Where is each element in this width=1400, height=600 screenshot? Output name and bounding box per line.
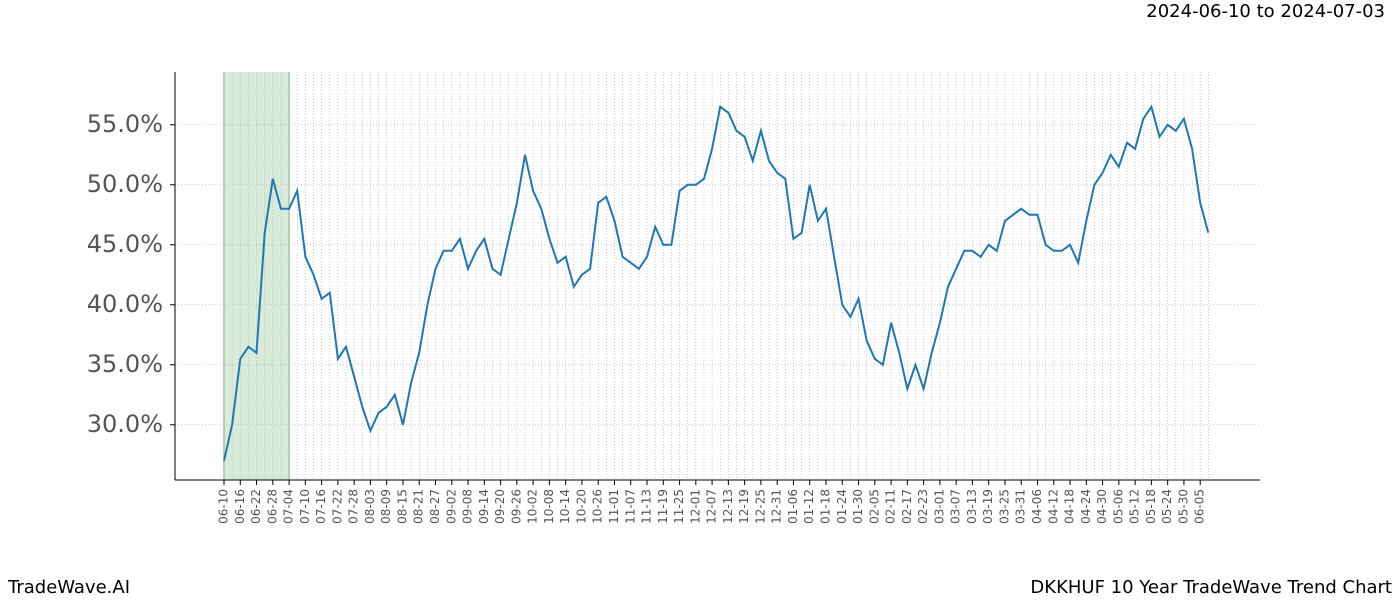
x-tick-label: 12-07	[705, 489, 719, 524]
x-tick-label: 01-24	[835, 489, 849, 524]
y-tick-label: 50.0%	[87, 170, 163, 198]
x-tick-label: 12-25	[753, 489, 767, 524]
x-tick-label: 04-06	[1030, 489, 1044, 524]
x-tick-label: 09-08	[461, 489, 475, 524]
x-tick-label: 02-05	[867, 489, 881, 524]
x-tick-label: 03-13	[965, 489, 979, 524]
x-tick-label: 10-08	[542, 489, 556, 524]
chart-title: DKKHUF 10 Year TradeWave Trend Chart	[1030, 577, 1392, 598]
x-tick-label: 06-28	[265, 489, 279, 524]
y-tick-label: 55.0%	[87, 110, 163, 138]
x-tick-label: 08-09	[379, 489, 393, 524]
x-tick-label: 07-10	[298, 489, 312, 524]
x-tick-label: 10-20	[574, 489, 588, 524]
x-tick-label: 01-30	[851, 489, 865, 524]
x-tick-label: 04-12	[1046, 489, 1060, 524]
x-tick-label: 05-24	[1160, 489, 1174, 524]
x-tick-label: 04-24	[1079, 489, 1093, 524]
x-tick-label: 01-18	[818, 489, 832, 524]
x-tick-label: 03-19	[981, 489, 995, 524]
x-tick-label: 12-19	[737, 489, 751, 524]
x-tick-label: 07-16	[314, 489, 328, 524]
x-tick-label: 10-14	[558, 489, 572, 524]
x-tick-label: 11-13	[640, 489, 654, 524]
x-tick-label: 06-16	[233, 489, 247, 524]
x-tick-label: 03-31	[1014, 489, 1028, 524]
x-tick-label: 08-21	[412, 489, 426, 524]
x-tick-label: 03-01	[932, 489, 946, 524]
x-tick-label: 12-01	[688, 489, 702, 524]
x-tick-label: 05-30	[1176, 489, 1190, 524]
brand: TradeWave.AI	[7, 577, 130, 598]
x-tick-label: 10-26	[591, 489, 605, 524]
x-tick-label: 01-12	[802, 489, 816, 524]
x-tick-label: 11-19	[656, 489, 670, 524]
x-tick-label: 10-02	[526, 489, 540, 524]
x-tick-label: 11-25	[672, 489, 686, 524]
x-tick-label: 02-17	[900, 489, 914, 524]
x-tick-label: 06-22	[249, 489, 263, 524]
x-tick-label: 05-06	[1111, 489, 1125, 524]
x-tick-label: 07-04	[282, 489, 296, 524]
y-tick-label: 45.0%	[87, 230, 163, 258]
x-tick-label: 09-14	[477, 489, 491, 524]
x-tick-label: 03-25	[997, 489, 1011, 524]
x-tick-label: 08-03	[363, 489, 377, 524]
y-tick-label: 35.0%	[87, 350, 163, 378]
x-tick-label: 12-13	[721, 489, 735, 524]
x-tick-label: 08-27	[428, 489, 442, 524]
x-tick-label: 11-01	[607, 489, 621, 524]
x-tick-label: 09-02	[444, 489, 458, 524]
x-tick-label: 07-28	[347, 489, 361, 524]
x-tick-label: 03-07	[949, 489, 963, 524]
x-tick-label: 04-18	[1063, 489, 1077, 524]
x-tick-label: 06-10	[217, 489, 231, 524]
x-tick-label: 01-06	[786, 489, 800, 524]
x-tick-label: 08-15	[395, 489, 409, 524]
x-tick-label: 09-26	[509, 489, 523, 524]
y-tick-label: 30.0%	[87, 410, 163, 438]
x-tick-label: 12-31	[770, 489, 784, 524]
x-tick-label: 05-12	[1128, 489, 1142, 524]
x-tick-label: 09-20	[493, 489, 507, 524]
y-tick-label: 40.0%	[87, 290, 163, 318]
x-tick-label: 02-11	[884, 489, 898, 524]
x-tick-label: 07-22	[330, 489, 344, 524]
x-tick-label: 06-05	[1193, 489, 1207, 524]
x-tick-label: 04-30	[1095, 489, 1109, 524]
date-range: 2024-06-10 to 2024-07-03	[1146, 1, 1385, 22]
x-tick-label: 05-18	[1144, 489, 1158, 524]
x-tick-label: 11-07	[623, 489, 637, 524]
trend-line	[223, 104, 1210, 462]
x-tick-label: 02-23	[916, 489, 930, 524]
